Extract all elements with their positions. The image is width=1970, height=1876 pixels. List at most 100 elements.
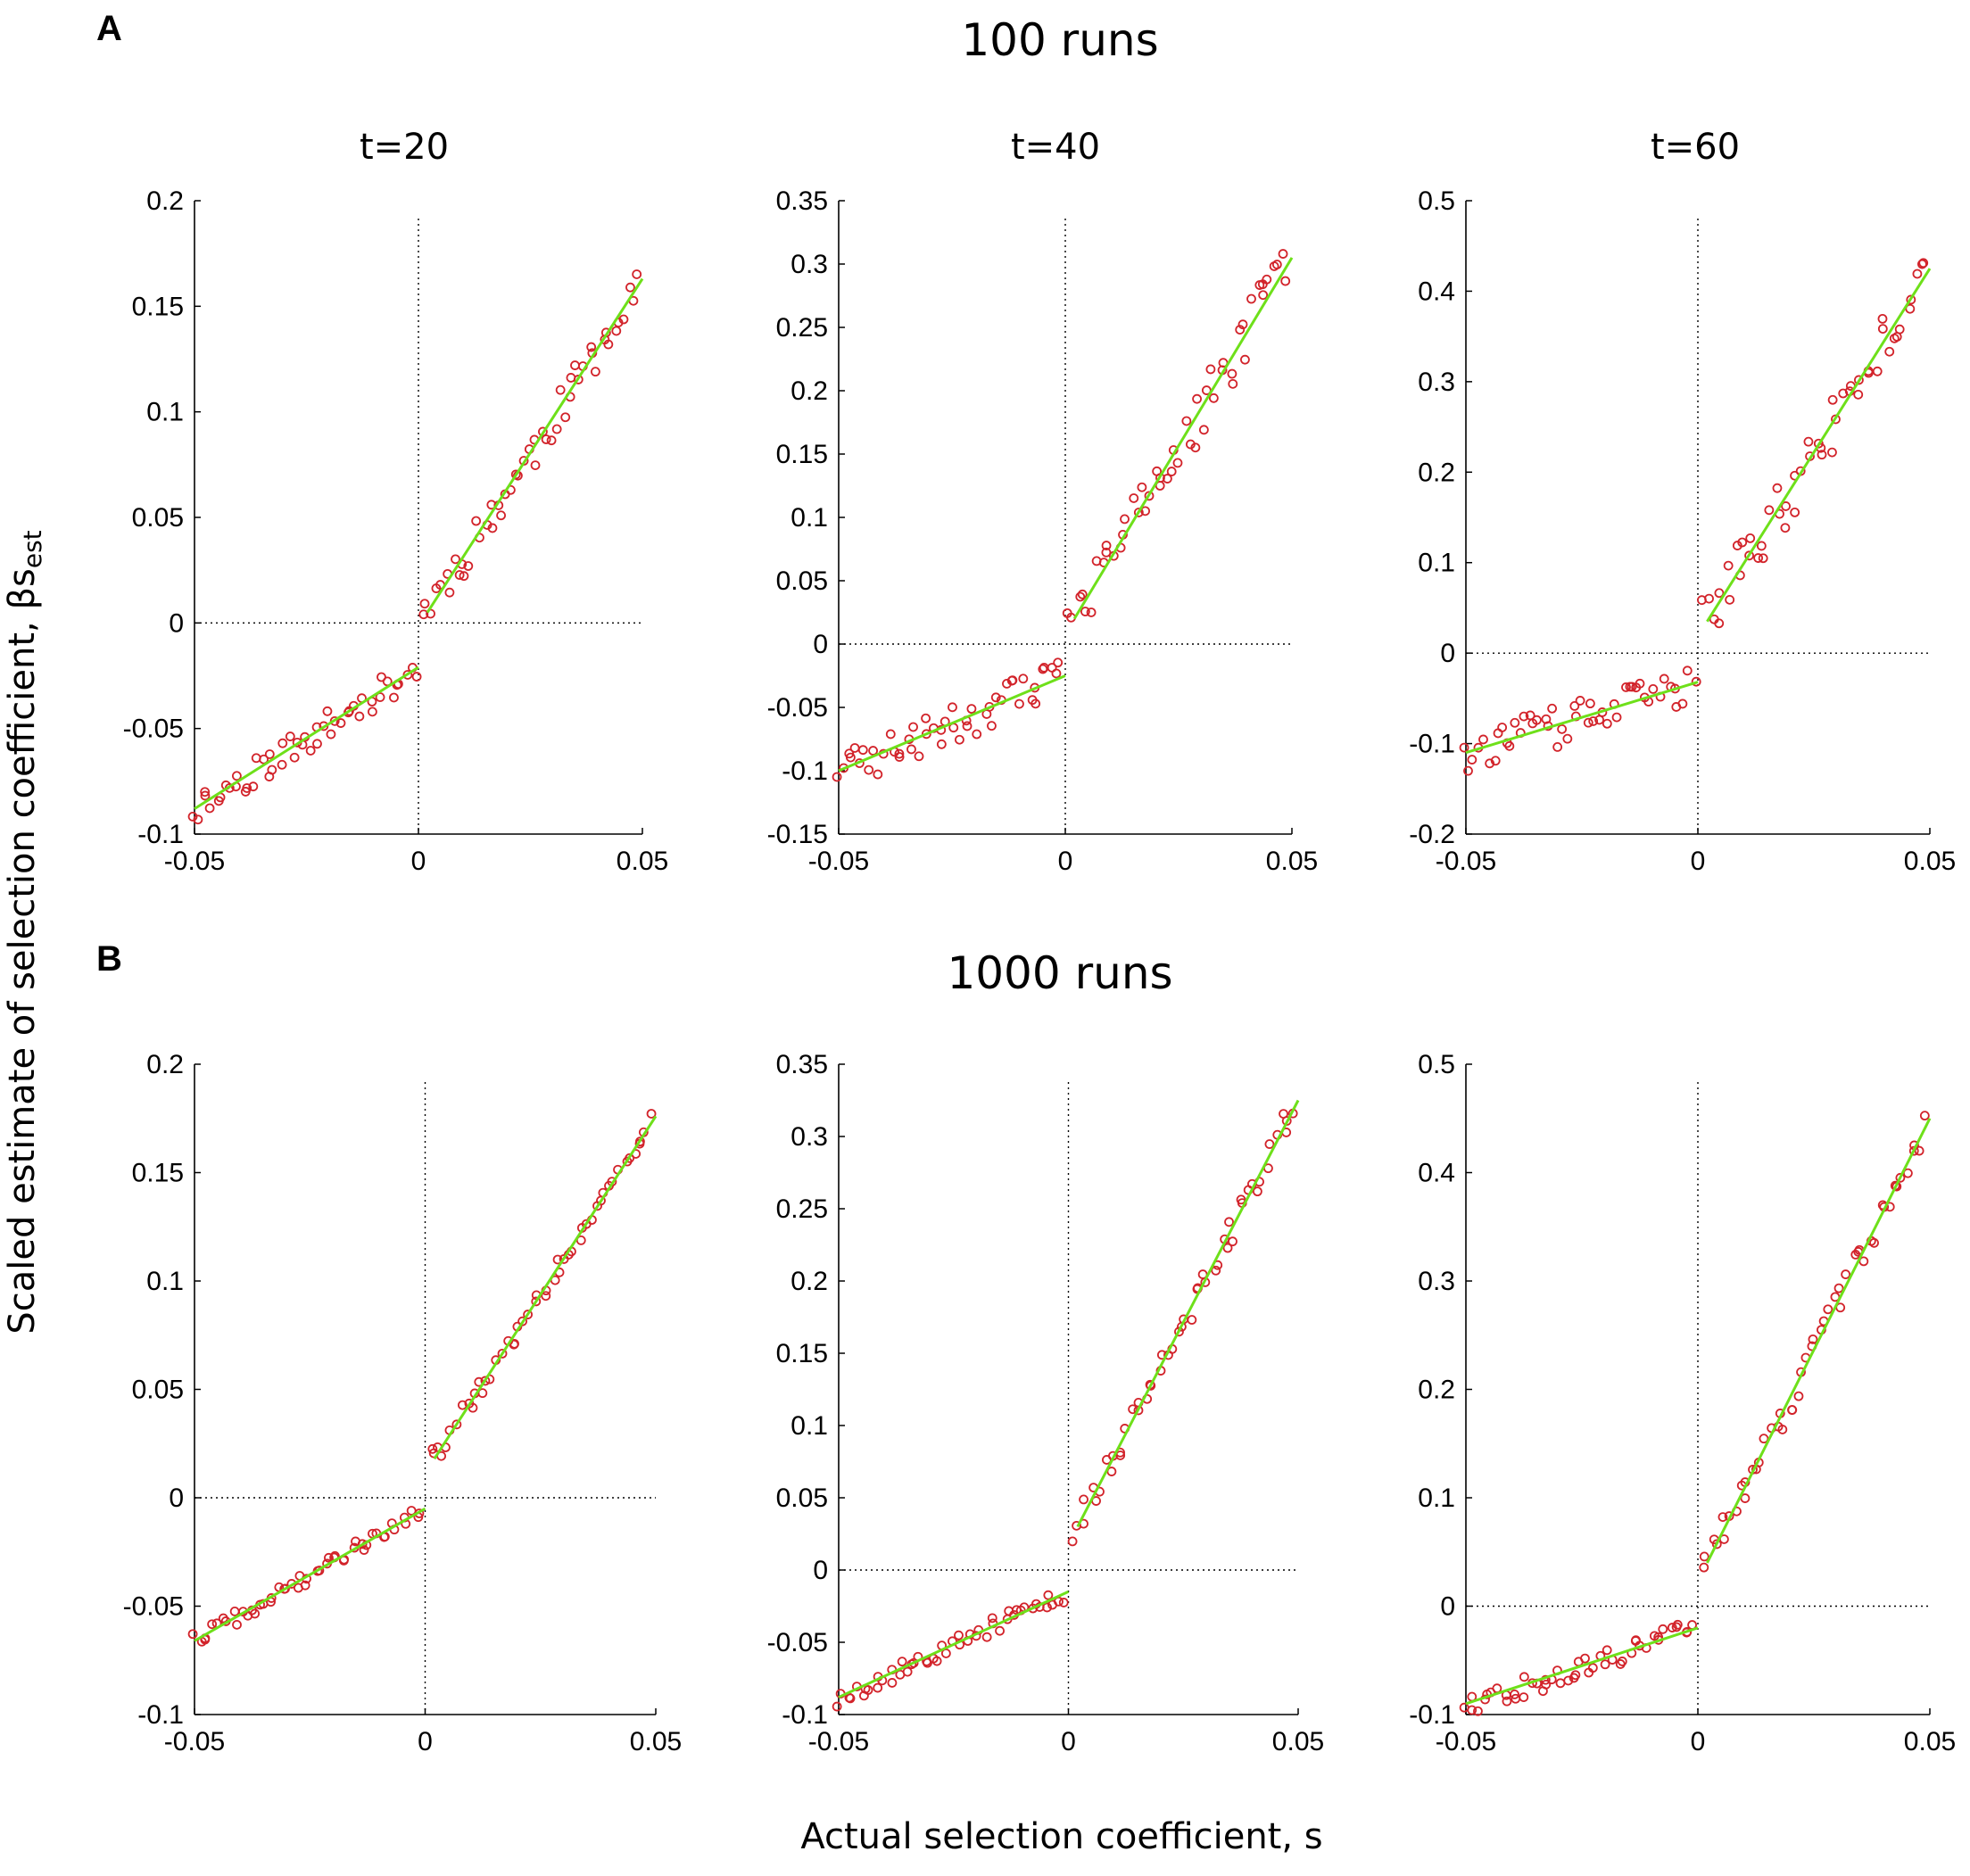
- x-tick-label: -0.05: [808, 847, 869, 876]
- data-point: [509, 1339, 519, 1350]
- data-point: [248, 781, 259, 792]
- x-tick-label: 0: [1691, 847, 1706, 876]
- data-point: [312, 739, 322, 749]
- data-point: [1823, 1304, 1833, 1315]
- data-point: [1555, 1678, 1566, 1689]
- data-point: [1278, 249, 1288, 259]
- data-point: [187, 1629, 198, 1640]
- data-point: [1079, 1494, 1088, 1505]
- data-point: [229, 1606, 240, 1616]
- data-point: [471, 516, 482, 526]
- y-tick-label: 0.05: [776, 1483, 828, 1513]
- y-tick-label: 0.4: [1418, 277, 1455, 306]
- data-point: [1181, 416, 1192, 426]
- data-point: [894, 748, 905, 759]
- data-point: [187, 812, 198, 822]
- data-point: [1080, 607, 1090, 616]
- data-point: [322, 706, 333, 716]
- data-point: [1872, 366, 1883, 376]
- data-point: [1658, 1624, 1668, 1634]
- data-point: [402, 670, 413, 680]
- x-tick-label: -0.05: [808, 1727, 869, 1756]
- data-point: [897, 1657, 907, 1667]
- data-point: [200, 787, 211, 798]
- data-point: [1038, 664, 1048, 674]
- y-tick-label: -0.1: [137, 820, 184, 849]
- data-point: [193, 814, 203, 825]
- col-title-t40: t=40: [1011, 127, 1100, 168]
- data-point: [264, 749, 275, 759]
- y-tick-label: 0: [169, 1483, 184, 1513]
- fit-line-positive: [433, 1115, 658, 1460]
- y-tick-label: -0.1: [137, 1700, 184, 1730]
- fit-line-positive: [1076, 1099, 1300, 1528]
- data-point: [496, 510, 506, 521]
- data-point: [1140, 506, 1150, 517]
- data-point: [948, 702, 957, 713]
- data-point: [280, 1583, 290, 1594]
- row-b-title: 1000 runs: [947, 947, 1172, 999]
- data-point: [418, 609, 429, 620]
- data-point: [305, 746, 316, 756]
- y-tick-label: -0.2: [1409, 820, 1455, 849]
- data-point: [1467, 755, 1478, 764]
- data-point: [375, 692, 385, 702]
- data-point: [936, 739, 947, 749]
- data-point: [1502, 1696, 1512, 1707]
- data-point: [1725, 594, 1735, 605]
- data-point: [635, 1136, 645, 1147]
- data-point: [1222, 1243, 1233, 1253]
- data-point: [1208, 393, 1219, 403]
- fit-line-positive: [1706, 1118, 1932, 1564]
- data-point: [868, 746, 878, 756]
- data-point: [1585, 698, 1595, 709]
- data-point: [1101, 547, 1112, 558]
- data-point: [1714, 588, 1725, 599]
- y-tick-label: 0: [169, 608, 184, 638]
- data-point: [1478, 734, 1488, 745]
- data-point: [894, 752, 905, 762]
- y-tick-label: -0.1: [782, 1700, 828, 1730]
- y-tick-label: 0.1: [790, 1411, 828, 1441]
- x-tick-label: 0.05: [630, 1727, 682, 1756]
- y-tick-label: -0.1: [1409, 730, 1455, 759]
- data-point: [1615, 1659, 1626, 1669]
- data-point: [990, 692, 1001, 703]
- data-point: [300, 1580, 310, 1591]
- data-point: [1764, 505, 1775, 516]
- y-tick-label: 0.2: [146, 186, 184, 216]
- y-axis-title-subscript: est: [18, 530, 47, 568]
- data-point: [1723, 560, 1734, 571]
- data-point: [1919, 1111, 1930, 1121]
- data-point: [354, 711, 365, 722]
- y-tick-label: 0.25: [776, 313, 828, 343]
- data-point: [611, 326, 622, 336]
- x-axis-title: Actual selection coefficient, s: [800, 1816, 1322, 1857]
- y-axis-title-main: Scaled estimate of selection coefficient…: [2, 568, 43, 1335]
- data-point: [200, 790, 211, 801]
- data-point: [1120, 514, 1130, 525]
- data-point: [914, 751, 924, 762]
- data-point: [857, 745, 868, 756]
- y-tick-label: 0.1: [1418, 549, 1455, 578]
- data-point: [1557, 723, 1568, 734]
- scatter-points: [832, 1108, 1298, 1712]
- data-point: [1648, 684, 1659, 694]
- data-point: [251, 753, 261, 764]
- data-point: [207, 1619, 218, 1630]
- data-point: [1808, 1334, 1818, 1344]
- data-point: [1869, 1237, 1879, 1248]
- data-point: [1780, 523, 1791, 533]
- data-point: [1711, 1539, 1722, 1550]
- data-point: [1803, 436, 1814, 447]
- data-point: [1172, 458, 1183, 468]
- data-point: [1228, 1236, 1237, 1247]
- y-tick-label: 0.25: [776, 1194, 828, 1224]
- y-tick-label: 0.5: [1418, 1050, 1455, 1079]
- data-point: [1485, 758, 1495, 769]
- data-point: [1129, 493, 1139, 503]
- data-point: [541, 1291, 551, 1302]
- data-point: [832, 772, 842, 782]
- data-point: [885, 729, 896, 740]
- data-point: [1699, 1562, 1709, 1573]
